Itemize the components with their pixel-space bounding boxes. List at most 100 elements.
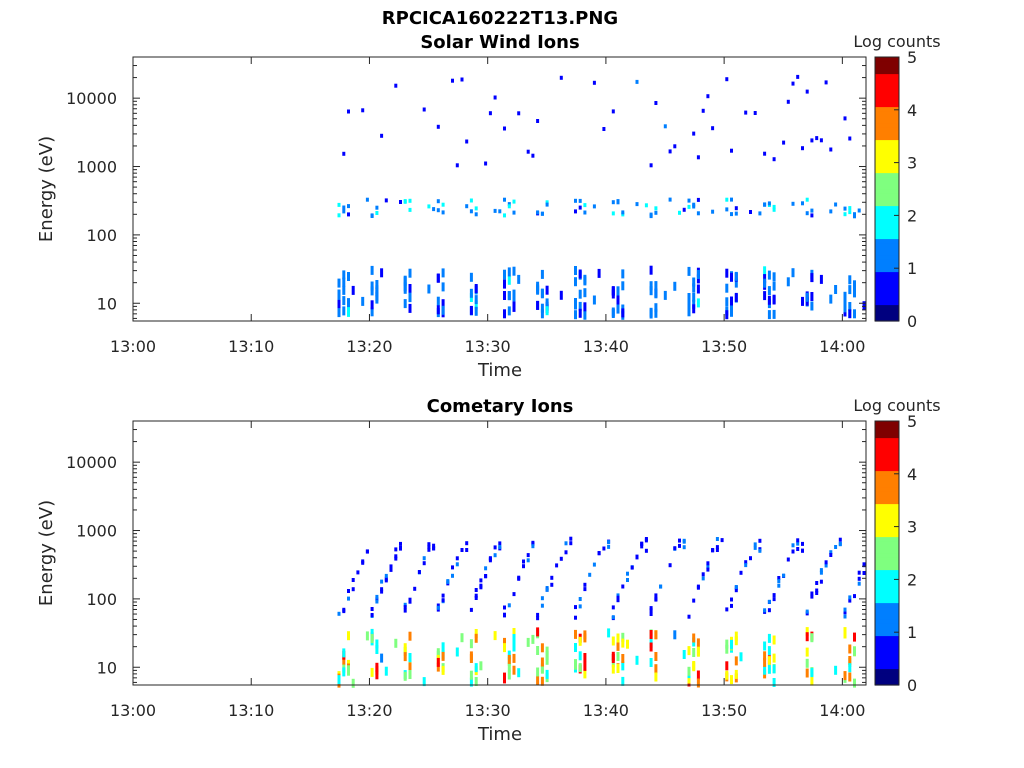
heatmap-cell (626, 639, 629, 649)
heatmap-cell (351, 285, 355, 295)
heatmap-cell (394, 638, 398, 648)
heatmap-cell (583, 582, 587, 587)
heatmap-cell (550, 582, 554, 587)
heatmap-cell (384, 573, 388, 578)
heatmap-cell (616, 595, 620, 600)
heatmap-cell (436, 199, 440, 204)
heatmap-cell (375, 285, 379, 295)
heatmap-cell (370, 286, 374, 296)
heatmap-cell (370, 265, 374, 275)
heatmap-cell (460, 77, 464, 82)
heatmap-cell (739, 652, 743, 662)
heatmap-cell (526, 553, 530, 558)
heatmap-cell (640, 541, 644, 546)
heatmap-cell (791, 549, 795, 554)
heatmap-cell (574, 643, 577, 652)
colorbar-tick-label: 3 (907, 518, 917, 537)
heatmap-cell (545, 200, 549, 205)
heatmap-cell (578, 663, 582, 673)
colorbar-segment (875, 172, 899, 178)
heatmap-cell (616, 652, 620, 661)
colorbar-segment (875, 234, 899, 240)
heatmap-cell (417, 570, 421, 574)
heatmap-cell (545, 202, 549, 207)
heatmap-cell (503, 126, 506, 131)
colorbar-segment (875, 680, 899, 686)
heatmap-cell (451, 565, 454, 570)
heatmap-cell (838, 542, 842, 547)
heatmap-cell (730, 197, 733, 202)
heatmap-cell (380, 589, 384, 594)
colorbar-segment (875, 462, 899, 467)
heatmap-cell (342, 648, 346, 658)
heatmap-cell (621, 632, 625, 642)
heatmap-cell (536, 667, 540, 677)
heatmap-cell (824, 80, 828, 85)
heatmap-cell (503, 213, 506, 218)
colorbar-segment (875, 151, 899, 157)
heatmap-cell (507, 204, 511, 209)
heatmap-cell (498, 545, 502, 549)
heatmap-cell (772, 653, 776, 663)
y-tick-label: 1000 (76, 522, 117, 541)
heatmap-cell (375, 205, 379, 210)
heatmap-cell (853, 214, 856, 219)
heatmap-cell (484, 161, 488, 166)
heatmap-cell (701, 108, 705, 113)
heatmap-cell (848, 644, 852, 654)
heatmap-cell (559, 556, 563, 561)
heatmap-cell (498, 541, 502, 546)
colorbar-segment (875, 429, 899, 434)
heatmap-cell (517, 274, 521, 284)
heatmap-cell (512, 628, 516, 637)
heatmap-cell (512, 653, 516, 663)
colorbar-segment (875, 160, 899, 165)
heatmap-cell (810, 208, 814, 213)
heatmap-cell (422, 556, 426, 561)
heatmap-cell (469, 607, 473, 612)
axes-frame (132, 420, 867, 686)
heatmap-cell (574, 300, 577, 310)
heatmap-cell (621, 210, 625, 215)
heatmap-cell (687, 666, 691, 676)
colorbar-tick-label: 0 (907, 676, 917, 695)
colorbar-segment (875, 197, 899, 202)
heatmap-cell (347, 298, 350, 308)
heatmap-cell (848, 206, 852, 211)
heatmap-cell (347, 631, 350, 641)
heatmap-cell (536, 646, 540, 655)
heatmap-cell (711, 126, 715, 131)
heatmap-cell (810, 292, 814, 301)
colorbar-segment (875, 292, 899, 297)
heatmap-cell (763, 291, 767, 301)
heatmap-cell (436, 124, 440, 129)
heatmap-cell (559, 290, 563, 300)
heatmap-cell (531, 153, 535, 158)
heatmap-cell (441, 202, 445, 207)
heatmap-cell (545, 285, 549, 295)
heatmap-cell (668, 563, 672, 568)
heatmap-cell (696, 678, 700, 688)
heatmap-cell (734, 206, 738, 211)
heatmap-cell (399, 546, 402, 551)
heatmap-cell (526, 637, 530, 647)
heatmap-cell (361, 296, 365, 306)
heatmap-cell (744, 110, 748, 115)
heatmap-cell (427, 545, 431, 550)
heatmap-cell (408, 198, 412, 203)
heatmap-cell (692, 131, 696, 136)
heatmap-cell (668, 197, 672, 202)
heatmap-cell (493, 545, 497, 550)
heatmap-cell (649, 608, 653, 613)
heatmap-cell (692, 283, 696, 293)
heatmap-cell (649, 281, 653, 291)
heatmap-cell (432, 207, 436, 212)
colorbar-segment (875, 532, 899, 538)
heatmap-cell (810, 591, 814, 596)
heatmap-cell (342, 607, 346, 612)
colorbar-tick-label: 2 (907, 206, 917, 225)
heatmap-cell (479, 578, 483, 583)
heatmap-cell (621, 654, 625, 663)
heatmap-cell (692, 277, 696, 287)
x-tick-label: 13:00 (110, 337, 156, 356)
